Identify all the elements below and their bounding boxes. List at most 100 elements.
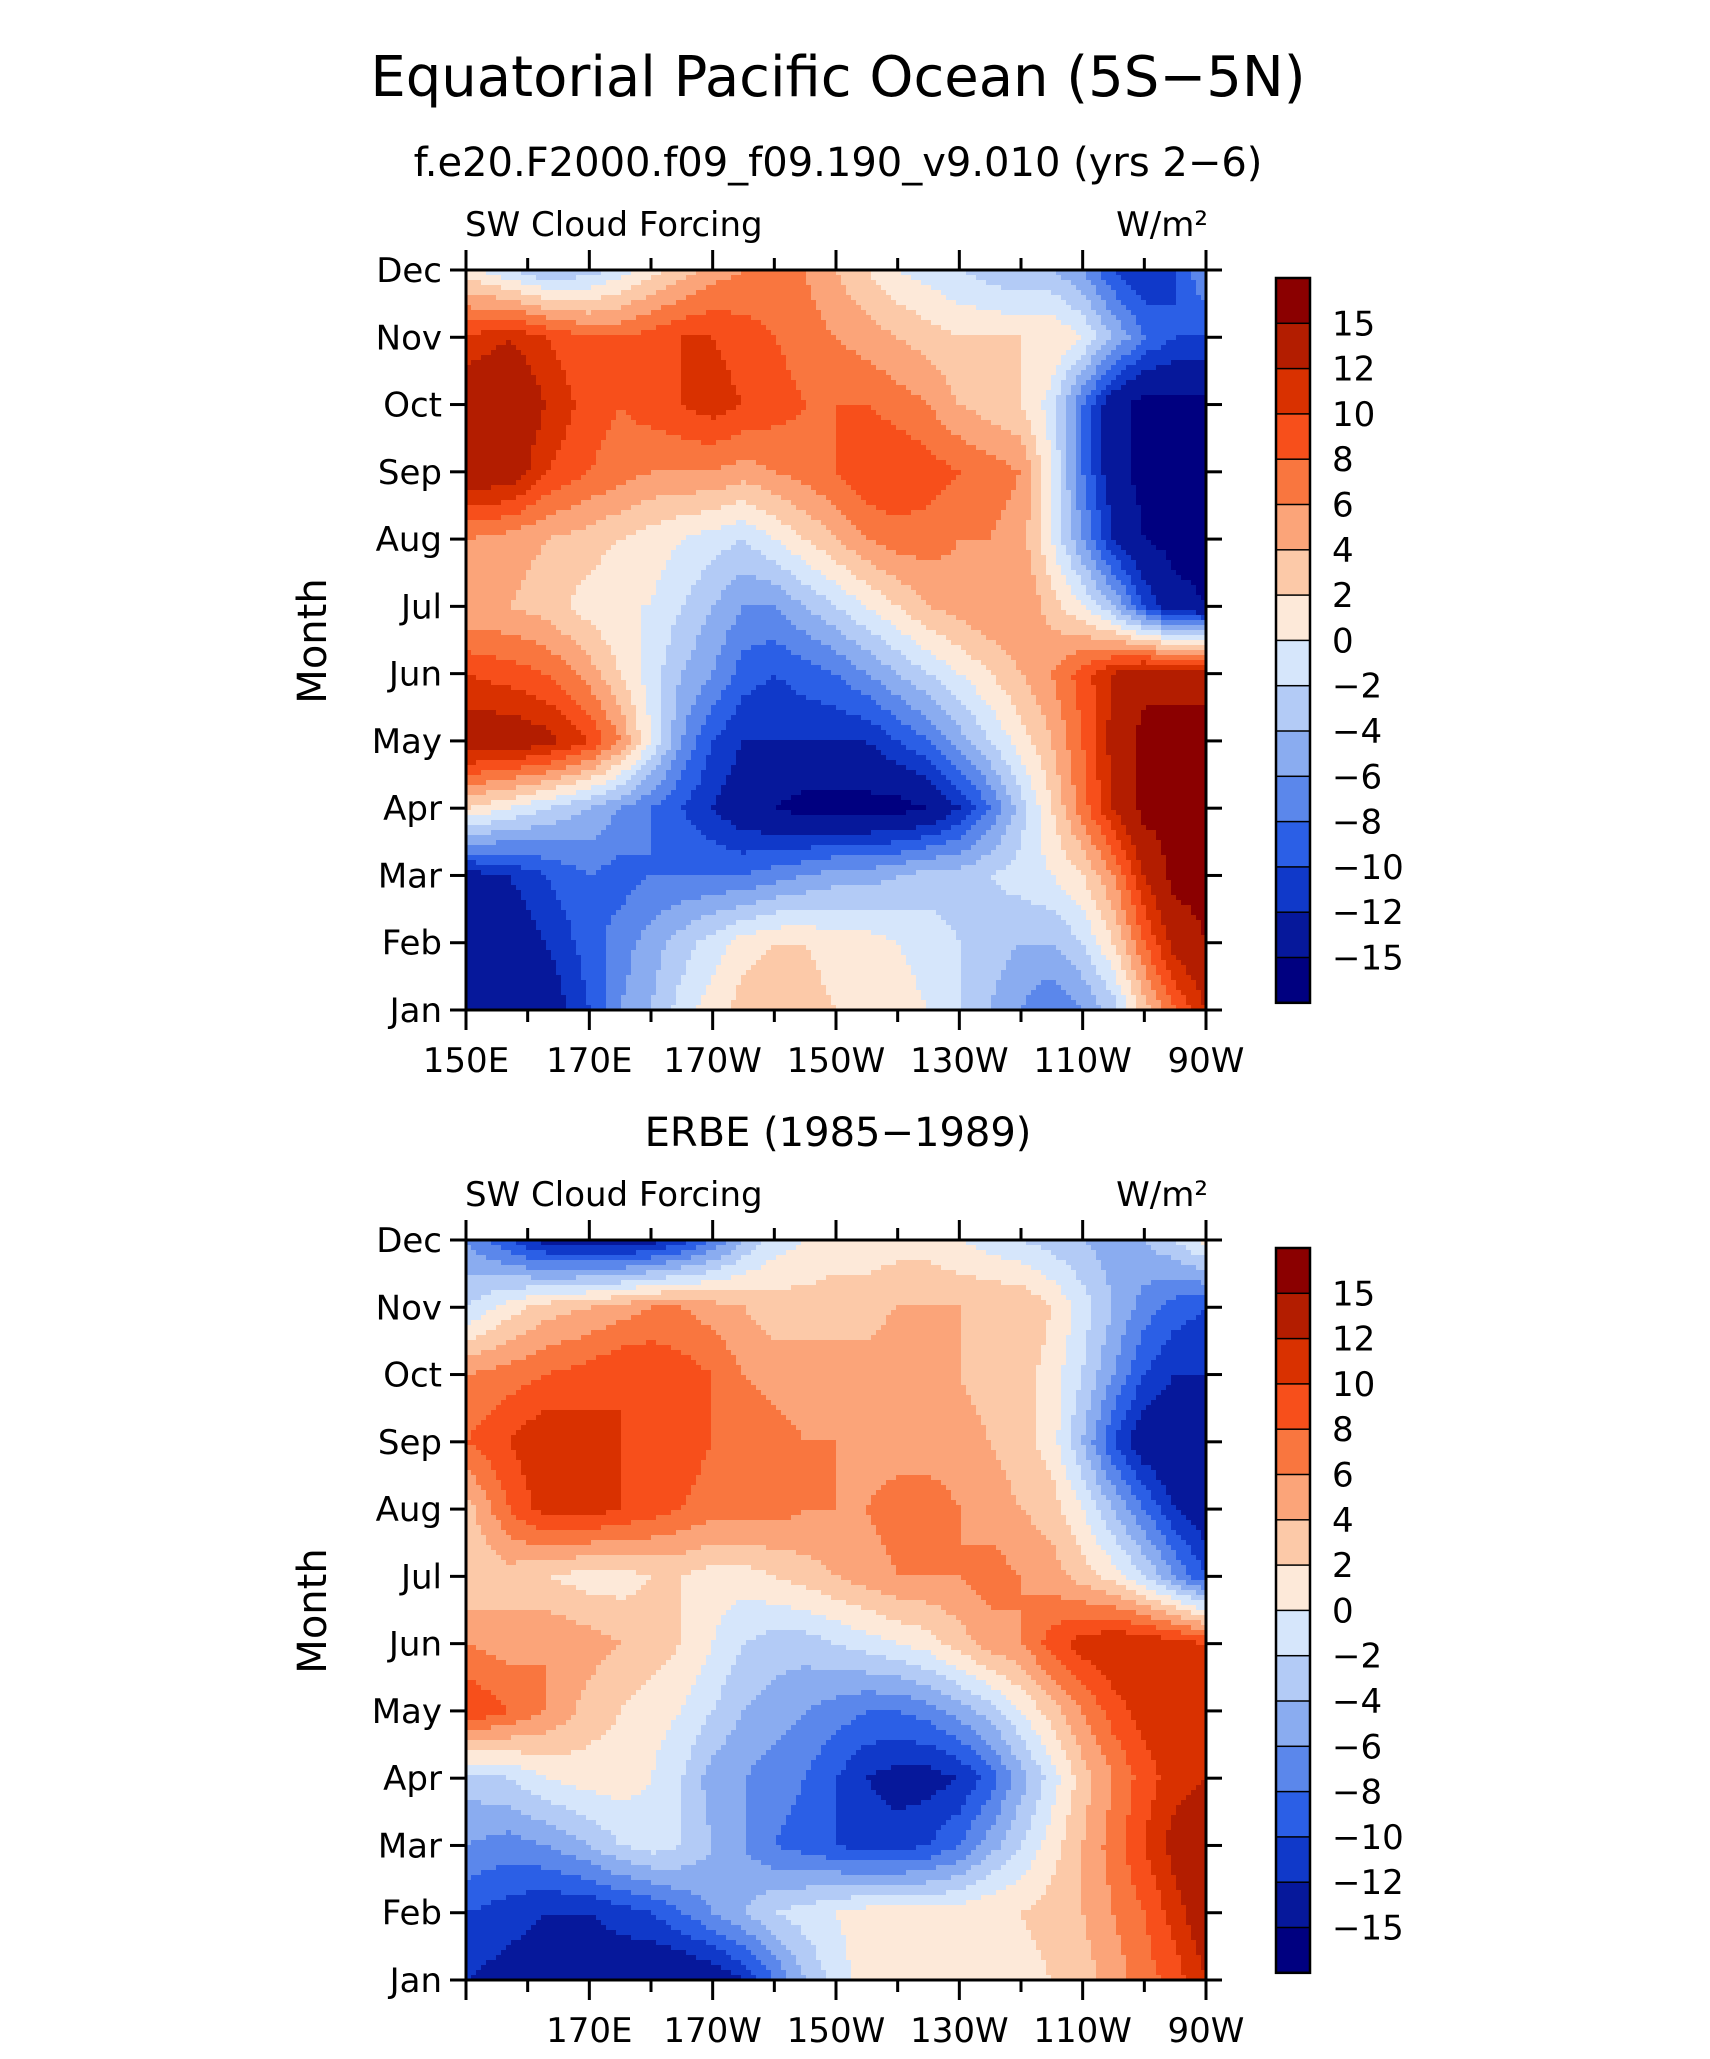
heatmap-cell [681,365,687,371]
heatmap-cell [866,425,872,431]
heatmap-cell [1056,285,1062,291]
heatmap-cell [981,430,987,436]
heatmap-cell [716,355,722,361]
heatmap-cell [911,365,917,371]
heatmap-cell [1016,330,1022,336]
heatmap-cell [631,310,637,316]
heatmap-cell [661,370,667,376]
heatmap-cell [746,435,752,441]
heatmap-cell [761,430,767,436]
heatmap-cell [626,435,632,441]
heatmap-cell [666,430,672,436]
heatmap-cell [1201,330,1206,336]
heatmap-cell [621,315,627,321]
heatmap-cell [576,405,582,411]
heatmap-cell [1156,270,1162,276]
heatmap-cell [476,305,482,311]
heatmap-cell [931,320,937,326]
heatmap-cell [596,270,602,276]
heatmap-cell [696,280,702,286]
heatmap-cell [466,340,472,346]
heatmap-cell [486,410,492,416]
heatmap-cell [1181,410,1187,416]
heatmap-cell [846,400,852,406]
heatmap-cell [1151,420,1157,426]
heatmap-cell [996,315,1002,321]
heatmap-cell [571,355,577,361]
heatmap-cell [586,370,592,376]
heatmap-cell [981,285,987,291]
heatmap-cell [486,360,492,366]
heatmap-cell [756,400,762,406]
heatmap-cell [986,420,992,426]
heatmap-cell [681,355,687,361]
heatmap-cell [1196,405,1202,411]
heatmap-cell [716,395,722,401]
heatmap-cell [531,295,537,301]
heatmap-cell [466,285,472,291]
heatmap-cell [476,395,482,401]
heatmap-cell [671,310,677,316]
heatmap-cell [481,300,487,306]
heatmap-cell [871,370,877,376]
heatmap-cell [956,300,962,306]
heatmap-cell [581,295,587,301]
heatmap-cell [531,320,537,326]
heatmap-cell [811,330,817,336]
heatmap-cell [1021,315,1027,321]
heatmap-cell [756,290,762,296]
heatmap-cell [836,335,842,341]
heatmap-cell [856,320,862,326]
heatmap-cell [491,305,497,311]
heatmap-cell [1031,375,1037,381]
heatmap-cell [946,300,952,306]
heatmap-cell [536,380,542,386]
heatmap-cell [1161,420,1167,426]
heatmap-cell [1166,310,1172,316]
heatmap-cell [1156,305,1162,311]
heatmap-cell [881,315,887,321]
heatmap-cell [811,285,817,291]
heatmap-cell [476,315,482,321]
heatmap-cell [761,340,767,346]
heatmap-cell [886,350,892,356]
heatmap-cell [811,425,817,431]
heatmap-cell [781,380,787,386]
heatmap-cell [576,310,582,316]
heatmap-cell [1201,430,1206,436]
heatmap-cell [1001,315,1007,321]
heatmap-cell [1006,350,1012,356]
heatmap-cell [626,375,632,381]
heatmap-cell [811,430,817,436]
heatmap-cell [946,310,952,316]
heatmap-cell [871,295,877,301]
heatmap-cell [861,300,867,306]
heatmap-cell [586,425,592,431]
heatmap-cell [851,275,857,281]
heatmap-cell [1141,340,1147,346]
heatmap-cell [1016,345,1022,351]
heatmap-cell [776,315,782,321]
heatmap-cell [686,420,692,426]
heatmap-cell [1151,355,1157,361]
heatmap-cell [1146,355,1152,361]
heatmap-cell [501,275,507,281]
heatmap-cell [621,370,627,376]
heatmap-cell [861,425,867,431]
heatmap-cell [826,425,832,431]
heatmap-cell [471,360,477,366]
heatmap-cell [611,280,617,286]
heatmap-cell [1121,340,1127,346]
heatmap-cell [1156,280,1162,286]
heatmap-cell [551,320,557,326]
heatmap-cell [606,335,612,341]
heatmap-cell [586,345,592,351]
heatmap-cell [951,385,957,391]
heatmap-cell [721,410,727,416]
heatmap-cell [781,295,787,301]
heatmap-cell [696,330,702,336]
heatmap-cell [471,325,477,331]
heatmap-cell [921,345,927,351]
heatmap-cell [1176,305,1182,311]
heatmap-cell [766,425,772,431]
